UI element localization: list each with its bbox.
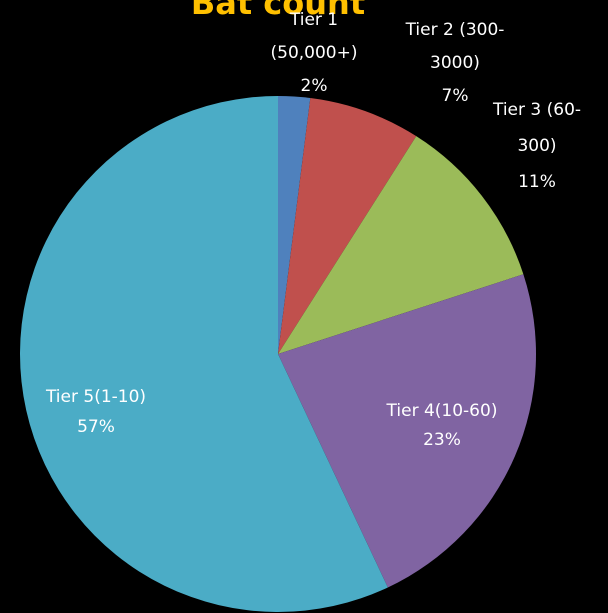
- slice-label: Tier 3 (60-300) 11%: [477, 92, 597, 200]
- pie-slice: [278, 96, 311, 354]
- slice-label: Tier 5(1-10) 57%: [11, 382, 181, 442]
- slice-name: Tier 5(1-10): [45, 387, 147, 407]
- slice-label: Tier 1 (50,000+) 2%: [259, 4, 369, 103]
- slice-name: Tier 3 (60-300): [492, 100, 582, 156]
- slice-name: Tier 4(10-60): [386, 401, 498, 421]
- slice-label: Tier 4(10-60) 23%: [357, 397, 527, 455]
- slice-value: 2%: [300, 76, 328, 96]
- pie-slice: [278, 274, 536, 588]
- slice-value: 11%: [518, 172, 556, 192]
- pie-slice: [278, 136, 524, 354]
- slice-value: 57%: [77, 417, 115, 437]
- slice-value: 7%: [441, 86, 469, 106]
- slice-name: Tier 2 (300-3000): [405, 20, 505, 73]
- chart-title: Bat count: [190, 0, 366, 22]
- pie-slice: [278, 98, 417, 354]
- slice-label: Tier 2 (300-3000) 7%: [393, 14, 518, 113]
- slice-value: 23%: [423, 430, 461, 450]
- pie-slice: [20, 96, 388, 612]
- slice-name: Tier 1 (50,000+): [270, 10, 358, 63]
